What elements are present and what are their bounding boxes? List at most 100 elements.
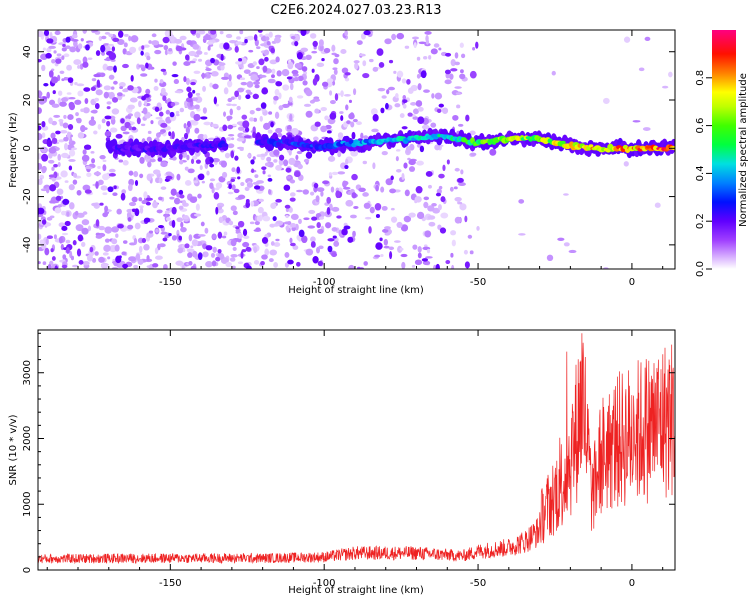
spectrogram-cell <box>408 166 416 172</box>
spectrogram-cell <box>102 159 107 163</box>
spectrogram-cell <box>66 211 70 217</box>
spectrogram-cell <box>232 123 237 127</box>
spectrogram-cell <box>408 212 416 218</box>
spectrogram-cell <box>236 137 245 142</box>
spectrogram-cell <box>228 220 234 226</box>
spectrogram-cell <box>451 239 456 247</box>
spectrogram-cell <box>78 260 84 265</box>
spectrogram-cell <box>115 133 123 139</box>
spectrogram-cell <box>58 236 63 244</box>
spectrogram-cell <box>102 192 108 196</box>
spectrogram-cell <box>68 103 76 111</box>
colorbar-tick-label: 0.6 <box>695 118 706 134</box>
spectrogram-ridge-core <box>117 144 122 149</box>
spectrogram-cell <box>104 226 113 234</box>
spectrogram-cell <box>128 125 133 131</box>
spectrogram-cell <box>60 152 69 159</box>
spectrogram-cell <box>323 47 331 54</box>
spectrogram-cell <box>209 182 214 189</box>
spectrogram-cell <box>390 207 395 211</box>
spectrogram-cell <box>174 90 183 94</box>
spectrogram-cell <box>187 168 195 174</box>
spectrogram-cell <box>204 227 209 234</box>
spectrogram-cell <box>288 149 292 156</box>
spectrogram-cell <box>403 162 408 169</box>
spectrogram-cell <box>210 71 219 77</box>
spectrogram-cell <box>192 155 198 160</box>
spectrogram-cell <box>287 259 294 265</box>
spectrogram-cell <box>411 36 420 40</box>
spectrogram-cell <box>454 52 459 59</box>
spectrogram-cell <box>171 131 175 140</box>
spectrogram-cell <box>354 62 359 70</box>
spectrogram-cell <box>457 123 464 127</box>
spectrogram-cell <box>178 153 183 160</box>
spectrogram-cell <box>337 171 346 175</box>
spectrogram-cell <box>209 163 215 168</box>
spectrogram-cell <box>122 160 129 166</box>
spectrogram-cell <box>399 247 404 251</box>
spectrogram-cell <box>121 189 127 195</box>
spectrogram-cell <box>86 172 92 178</box>
spectrogram-cell <box>296 261 301 267</box>
spectrogram-cell <box>186 40 193 45</box>
spectrogram-cell <box>100 44 106 53</box>
spectrogram-cell <box>128 178 135 186</box>
spectrogram-cell <box>106 65 114 71</box>
spectrogram-cell <box>296 95 304 99</box>
spectrogram-cell <box>469 130 476 136</box>
spectrogram-cell <box>293 76 300 82</box>
spectrogram-cell <box>108 33 114 38</box>
spectrogram-cell <box>195 50 203 55</box>
spectrogram-cell <box>344 72 351 76</box>
spectrogram-cell <box>383 238 389 246</box>
spectrogram-cell <box>58 222 65 228</box>
spectrogram-cell <box>252 131 257 139</box>
spectrogram-cell <box>290 223 297 228</box>
spectrogram-cell <box>131 126 137 131</box>
spectrogram-cell <box>170 102 176 107</box>
spectrogram-cell <box>240 250 244 259</box>
spectrogram-cell <box>472 46 476 51</box>
spectrogram-cell <box>411 265 416 268</box>
spectrogram-cell <box>41 120 46 128</box>
spectrogram-cell <box>160 161 168 168</box>
spectrogram-cell <box>188 234 193 242</box>
spectrogram-cell <box>440 196 446 203</box>
spectrogram-cell <box>425 35 429 42</box>
spectrogram-cell <box>178 189 184 195</box>
spectrogram-cell <box>174 38 183 44</box>
spectrogram-cell <box>288 157 296 166</box>
spectrogram-cell <box>116 92 123 97</box>
spectrogram-cell <box>246 81 254 88</box>
spectrogram-cell <box>113 185 117 190</box>
spectrogram-cell <box>97 165 101 169</box>
spectrogram-cell <box>108 52 117 60</box>
spectrogram-cell <box>275 238 280 242</box>
spectrogram-cell <box>77 234 84 242</box>
spectrogram-cell <box>420 70 427 79</box>
spectrogram-cell <box>469 250 474 255</box>
spectrogram-cell <box>138 197 143 202</box>
spectrogram-cell <box>417 252 422 259</box>
spectrogram-cell <box>165 175 173 180</box>
spectrogram-cell <box>59 70 65 74</box>
spectrogram-cell <box>289 192 296 197</box>
spectrogram-cell <box>191 239 199 247</box>
spectrogram-cell <box>200 116 208 120</box>
spectrogram-cell <box>104 238 110 243</box>
spectrogram-cell <box>381 95 387 99</box>
spectrogram-cell <box>145 62 149 69</box>
spectrogram-cell <box>662 85 669 89</box>
spectrogram-cell <box>41 219 47 225</box>
spectrogram-cell <box>85 166 93 170</box>
spectrogram-cell <box>237 176 241 180</box>
spectrogram-cell <box>283 159 289 167</box>
spectrogram-cell <box>130 35 139 43</box>
spectrogram-cell <box>152 263 159 268</box>
spectrogram-cell <box>175 110 180 115</box>
spectrogram-cell <box>230 150 235 159</box>
spectrogram-cell <box>73 172 78 178</box>
spectrogram-cell <box>210 252 216 258</box>
spectrogram-cell <box>249 110 255 115</box>
